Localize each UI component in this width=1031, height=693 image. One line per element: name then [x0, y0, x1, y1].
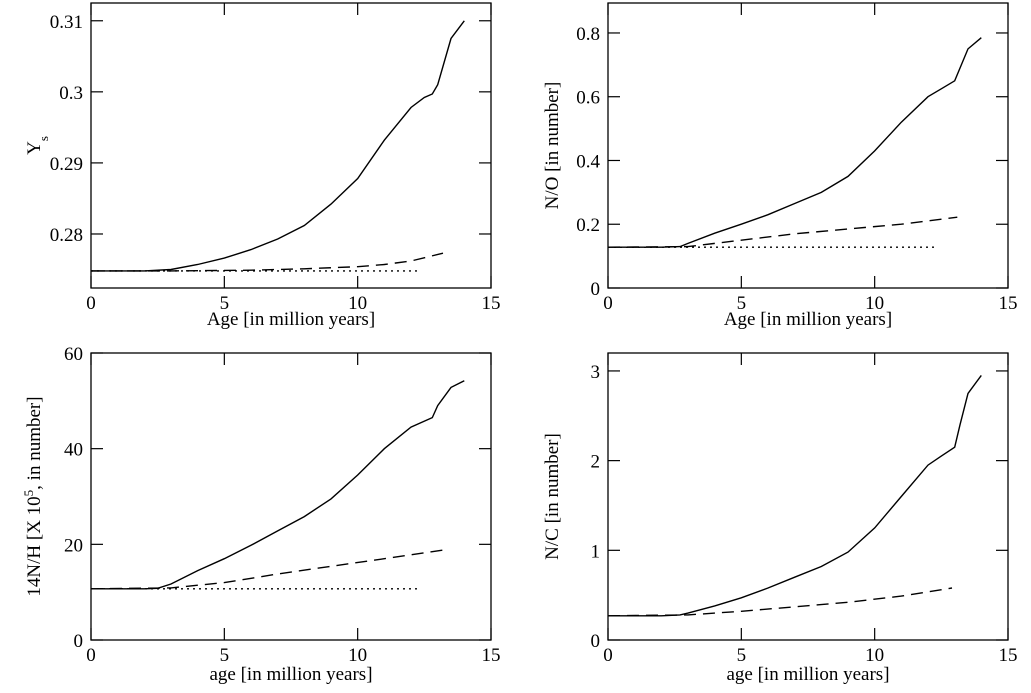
y-tick-label: 0.31 — [50, 12, 83, 33]
y-tick-label: 0.29 — [50, 154, 83, 175]
data-line — [608, 374, 982, 617]
y-tick-label: 0.28 — [50, 225, 83, 246]
data-line — [91, 380, 465, 590]
y-tick-label: 0.2 — [576, 215, 600, 236]
y-tick-label: 0.8 — [576, 24, 600, 45]
y-tick-label: 20 — [64, 535, 83, 556]
x-tick-label: 15 — [482, 293, 501, 314]
y-axis-label-part: N/C [in number] — [542, 433, 563, 560]
y-tick-label: 1 — [591, 541, 601, 562]
data-line — [91, 20, 465, 272]
data-line — [607, 216, 958, 248]
x-tick-label: 0 — [86, 645, 96, 666]
x-tick-label: 10 — [865, 293, 884, 314]
x-tick-label: 15 — [999, 293, 1018, 314]
y-axis-label-part: 5 — [21, 490, 36, 497]
x-tick-label: 10 — [865, 645, 884, 666]
y-tick-label: 2 — [591, 452, 601, 473]
x-tick-label: 5 — [737, 645, 747, 666]
data-line — [608, 37, 982, 248]
x-tick-label: 10 — [348, 293, 367, 314]
x-tick-label: 5 — [220, 645, 230, 666]
plot-frame — [90, 2, 492, 289]
x-tick-label: 5 — [220, 293, 230, 314]
y-axis-label-part: N/O [in number] — [542, 82, 563, 210]
y-tick-label: 40 — [64, 440, 83, 461]
y-tick-label: 0 — [591, 631, 601, 652]
x-tick-label: 15 — [482, 645, 501, 666]
y-tick-label: 0 — [74, 631, 84, 652]
x-tick-label: 5 — [737, 293, 747, 314]
x-tick-label: 10 — [348, 645, 367, 666]
x-tick-label: 0 — [86, 293, 96, 314]
x-tick-label: 0 — [603, 293, 613, 314]
y-tick-label: 3 — [591, 362, 601, 383]
x-tick-label: 15 — [999, 645, 1018, 666]
x-axis-label: Age [in million years] — [724, 309, 892, 330]
y-axis-label-part: Y — [24, 141, 45, 155]
x-tick-label: 0 — [603, 645, 613, 666]
x-axis-label: age [in million years] — [726, 664, 889, 685]
panel: 0 5 10 15 0 1 2 3 age [in million years] N/C [in … — [542, 352, 1018, 685]
data-line — [607, 587, 953, 617]
y-axis-label: N/C [in number] — [542, 433, 563, 560]
panel: 0 5 10 15 0.28 0.29 0.3 0.31 Age [in million yea… — [24, 2, 501, 330]
data-line — [90, 549, 444, 590]
y-tick-label: 0.3 — [59, 83, 83, 104]
data-line — [91, 252, 444, 272]
y-tick-label: 0.4 — [576, 151, 600, 172]
y-axis-label-part: , in number] — [24, 396, 45, 489]
y-axis-label-part: s — [36, 136, 51, 141]
y-axis-label: N/O [in number] — [542, 82, 563, 210]
plot-frame — [607, 352, 1009, 641]
panel: 0 5 10 15 0 0.2 0.4 0.6 0.8 Age [in million years… — [542, 2, 1018, 330]
y-axis-label: 14N/H [X 105, in number] — [21, 396, 46, 596]
y-tick-label: 0 — [591, 279, 601, 300]
plot-frame — [90, 352, 492, 641]
x-axis-label: age [in million years] — [209, 664, 372, 685]
y-axis-label: Ys — [24, 136, 51, 155]
panel: 0 5 10 15 0 20 40 60 age [in million years] 14N/H… — [21, 344, 501, 685]
y-tick-label: 60 — [64, 344, 83, 365]
x-axis-label: Age [in million years] — [207, 309, 375, 330]
plot-frame — [607, 2, 1009, 289]
y-axis-label-part: 14N/H [X 10 — [24, 496, 45, 596]
y-tick-label: 0.6 — [576, 88, 600, 109]
